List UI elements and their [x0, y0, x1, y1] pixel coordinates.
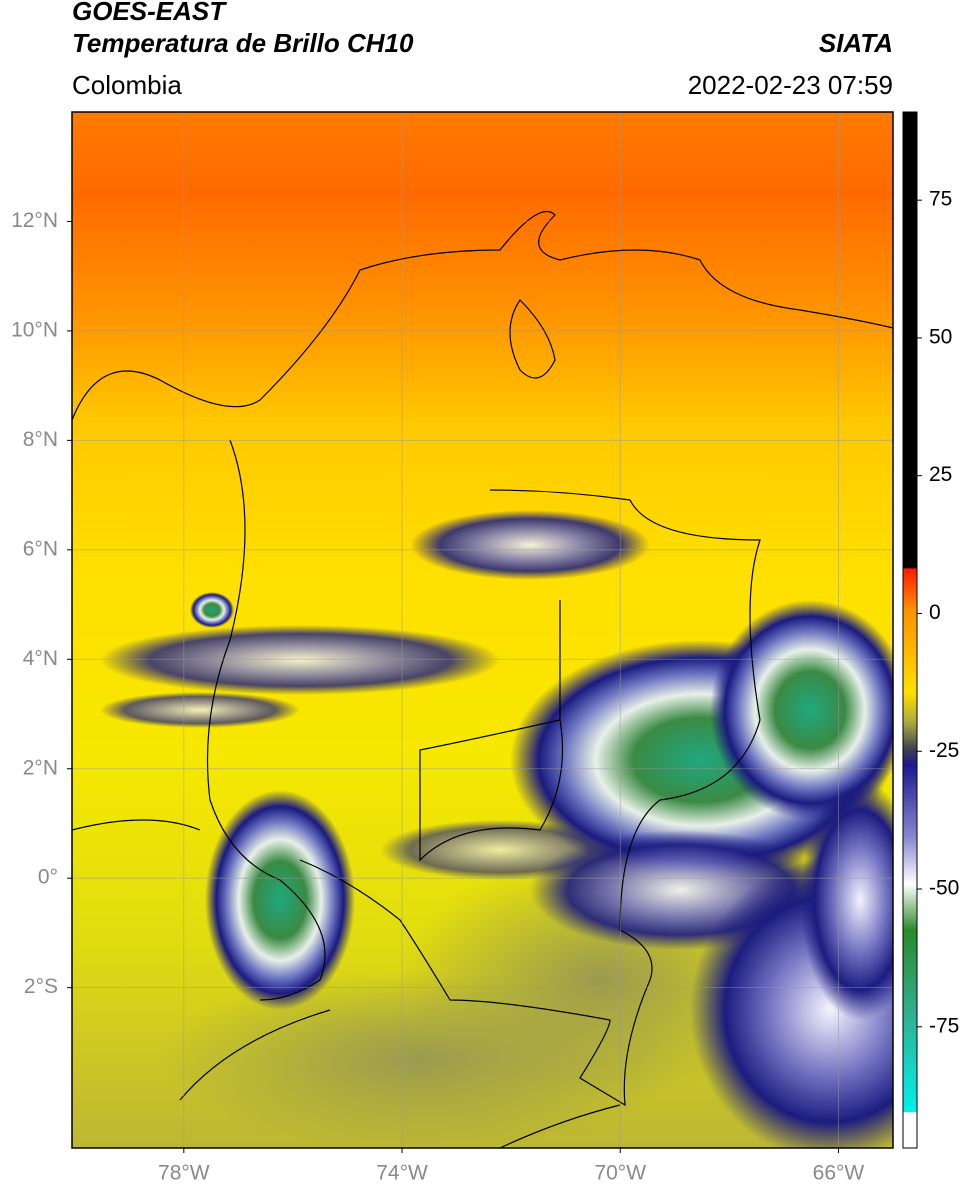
- y-tick-label: 12°N: [11, 209, 58, 232]
- y-tick-label: 10°N: [11, 318, 58, 341]
- colorbar-tick-label: 75: [929, 188, 952, 211]
- y-tick-label: 6°N: [23, 537, 58, 560]
- satellite-image: [72, 112, 893, 1148]
- y-tick-label: 2°N: [23, 756, 58, 779]
- colorbar: [902, 111, 918, 1149]
- y-tick-label: 4°N: [23, 647, 58, 670]
- y-tick-label: 2°S: [24, 975, 58, 998]
- title: GOES-EAST: [72, 0, 227, 26]
- y-tick-label: 8°N: [23, 428, 58, 451]
- y-tick-label: 0°: [38, 866, 58, 889]
- source: SIATA: [819, 28, 893, 58]
- x-tick-label: 70°W: [594, 1162, 646, 1185]
- timestamp: 2022-02-23 07:59: [688, 70, 893, 100]
- subtitle: Temperatura de Brillo CH10: [72, 28, 414, 58]
- x-tick-label: 78°W: [158, 1162, 210, 1185]
- region: Colombia: [72, 70, 182, 100]
- colorbar-tick-label: 0: [929, 601, 941, 624]
- colorbar-tick-label: -25: [929, 739, 959, 762]
- colorbar-tick-label: -75: [929, 1014, 959, 1037]
- x-tick-label: 66°W: [813, 1162, 865, 1185]
- colorbar-tick-label: -50: [929, 877, 959, 900]
- x-tick-label: 74°W: [376, 1162, 428, 1185]
- colorbar-tick-label: 25: [929, 463, 952, 486]
- colorbar-tick-label: 50: [929, 325, 952, 348]
- map-frame: [71, 111, 894, 1149]
